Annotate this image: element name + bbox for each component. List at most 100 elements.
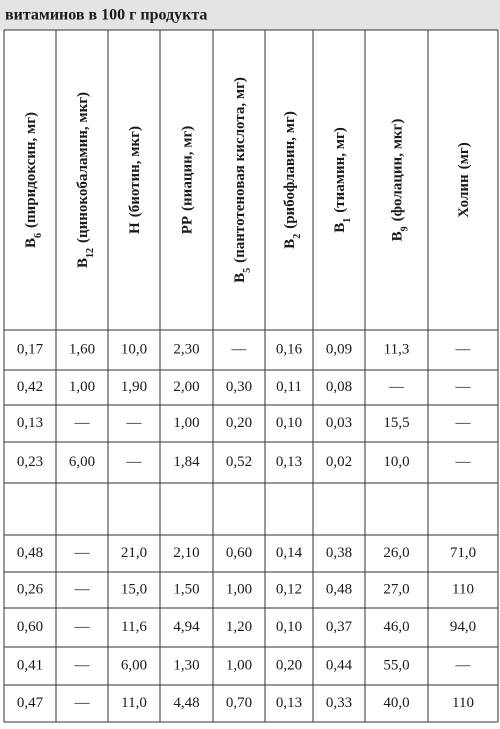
cell-value: 0,02 [326,454,352,470]
cell-value: — [74,415,91,431]
cell-value: 0,44 [326,657,353,673]
cell-value: 1,20 [226,619,252,635]
cell-value: 1,00 [173,415,199,431]
cell-value: 11,6 [121,619,147,635]
cell-value: 4,94 [173,619,200,635]
header-detail: (мг) [456,142,472,169]
cell-value: 0,12 [276,581,302,597]
cell-value: 0,14 [276,545,303,561]
cell-value: 55,0 [383,657,409,673]
header-name: B [232,273,248,283]
header-subscript: 2 [292,234,303,239]
column-header: B6 (пиридоксин, мг) [23,112,44,248]
table-title: витаминов в 100 г продукта [5,7,207,24]
cell-value: 1,84 [173,454,200,470]
header-name: H [127,222,143,234]
header-name: B [332,223,348,233]
header-subscript: 1 [342,218,353,223]
cell-value: 0,48 [17,545,43,561]
cell-value: — [455,379,472,395]
column-header: B12 (цинокобаламин, мкг) [75,92,96,268]
cell-value: 110 [452,581,474,597]
cell-value: 0,08 [326,379,352,395]
title-bar [0,0,500,30]
cell-value: 94,0 [450,619,476,635]
cell-value: 46,0 [383,619,409,635]
cell-value: 2,00 [173,379,199,395]
cell-value: 110 [452,695,474,711]
cell-value: 10,0 [121,341,147,357]
cell-value: 15,5 [383,415,409,431]
cell-value: 1,90 [121,379,147,395]
cell-value: 11,0 [121,695,147,711]
cell-value: — [74,619,91,635]
cell-value: — [231,341,248,357]
header-name: B [23,238,39,248]
cell-value: 0,10 [276,619,302,635]
header-detail: (пантотеновая кислота, мг) [232,77,248,263]
column-header: H (биотин, мкг) [127,126,143,234]
column-header: Холин (мг) [456,142,472,217]
cell-value: — [74,695,91,711]
cell-value: — [74,657,91,673]
header-detail: (фолацин, мкг) [390,119,406,222]
cell-value: — [126,415,143,431]
cell-value: 71,0 [450,545,476,561]
cell-value: — [388,379,405,395]
column-header: B1 (тиамин, мг) [332,127,353,233]
cell-value: 21,0 [121,545,147,561]
header-detail: (биотин, мкг) [127,126,143,217]
cell-value: 40,0 [383,695,409,711]
cell-value: 0,70 [226,695,252,711]
cell-value: 0,13 [276,454,302,470]
header-subscript: 5 [242,268,253,273]
cell-value: 0,26 [17,581,44,597]
cell-value: — [455,415,472,431]
header-detail: (пиридоксин, мг) [23,112,39,228]
cell-value: 4,48 [173,695,199,711]
cell-value: 1,60 [69,341,95,357]
header-name: B [390,231,406,241]
header-detail: (рибофлавин, мг) [282,111,298,229]
cell-value: — [126,454,143,470]
cell-value: 0,23 [17,454,43,470]
cell-value: 0,33 [326,695,352,711]
cell-value: 0,13 [276,695,302,711]
header-detail: (тиамин, мг) [332,127,348,213]
cell-value: 0,17 [17,341,44,357]
cell-value: 11,3 [384,341,410,357]
column-header: PP (ниацин, мг) [180,126,196,235]
header-subscript: 9 [399,226,410,231]
cell-value: 6,00 [121,657,147,673]
cell-value: 0,60 [17,619,43,635]
cell-value: 1,50 [173,581,199,597]
cell-value: 6,00 [69,454,95,470]
cell-value: — [455,341,472,357]
column-header: B5 (пантотеновая кислота, мг) [232,77,253,283]
cell-value: 1,00 [69,379,95,395]
header-subscript: 12 [85,248,96,258]
cell-value: 0,03 [326,415,352,431]
cell-value: 1,00 [226,657,252,673]
cell-value: 0,42 [17,379,43,395]
header-detail: (цинокобаламин, мкг) [75,92,91,243]
cell-value: — [74,581,91,597]
header-detail: (ниацин, мг) [180,126,196,211]
cell-value: 0,41 [17,657,43,673]
cell-value: 0,13 [17,415,43,431]
cell-value: 1,00 [226,581,252,597]
cell-value: 0,20 [276,657,302,673]
cell-value: 0,11 [276,379,302,395]
cell-value: 0,10 [276,415,302,431]
cell-value: — [455,657,472,673]
header-name: B [75,258,91,268]
cell-value: 0,52 [226,454,252,470]
cell-value: 2,10 [173,545,199,561]
cell-value: 27,0 [383,581,409,597]
column-header: B2 (рибофлавин, мг) [282,111,303,249]
header-name: Холин [456,174,472,218]
header-subscript: 6 [33,233,44,238]
cell-value: 2,30 [173,341,199,357]
